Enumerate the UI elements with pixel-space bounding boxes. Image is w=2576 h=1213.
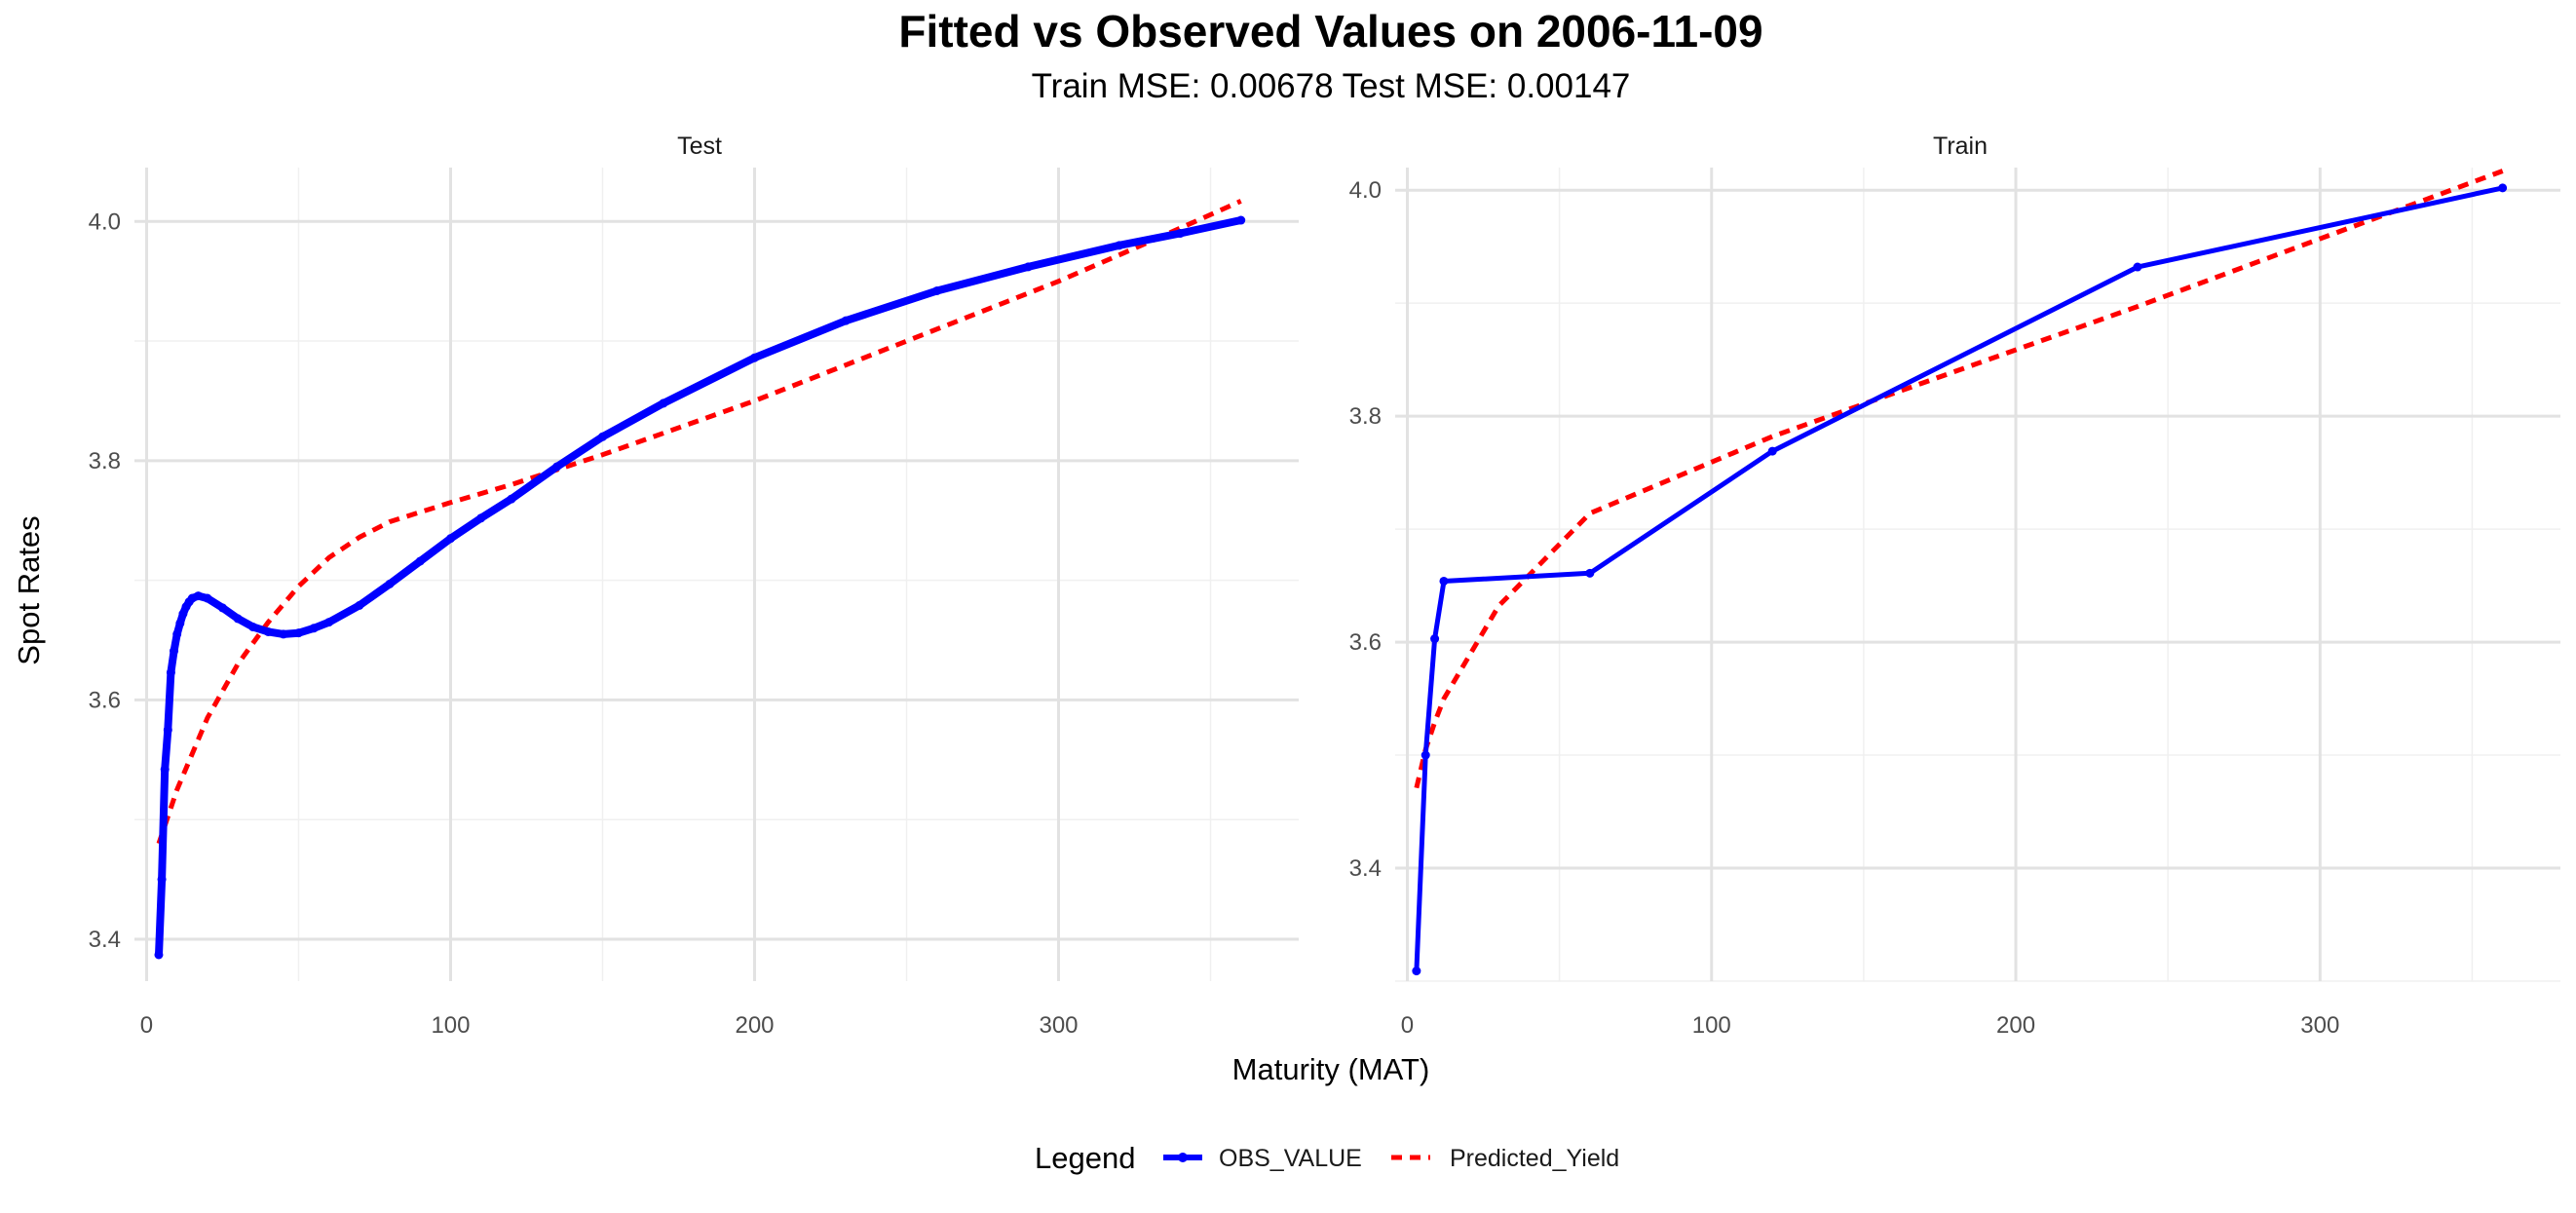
x-tick-label: 300 bbox=[2300, 1012, 2339, 1039]
x-tick-label: 200 bbox=[735, 1012, 774, 1039]
data-point-obs-value bbox=[1115, 241, 1124, 250]
legend-title: Legend bbox=[1035, 1141, 1135, 1175]
data-point-obs-value bbox=[309, 624, 319, 633]
data-point-obs-value bbox=[324, 618, 334, 627]
data-point-obs-value bbox=[160, 765, 170, 775]
data-point-obs-value bbox=[1430, 634, 1440, 644]
data-point-obs-value bbox=[1236, 215, 1246, 225]
legend-key-obs-value bbox=[1163, 1153, 1202, 1162]
data-point-obs-value bbox=[166, 667, 175, 677]
series-line-obs-value bbox=[1414, 185, 2506, 974]
y-tick-label: 3.8 bbox=[1349, 403, 1382, 430]
y-tick-label: 4.0 bbox=[1349, 177, 1382, 204]
x-tick-label: 0 bbox=[1401, 1012, 1414, 1039]
data-point-obs-value bbox=[385, 579, 395, 588]
chart-title: Fitted vs Observed Values on 2006-11-09 bbox=[898, 6, 1762, 57]
y-tick-label: 4.0 bbox=[89, 208, 121, 235]
panel-train: 0 100 200 300 3.4 3.6 3.8 4.0 Train bbox=[1349, 133, 2560, 1039]
data-point-obs-value bbox=[194, 591, 204, 601]
x-tick-label: 300 bbox=[1039, 1012, 1078, 1039]
data-point-obs-value bbox=[932, 285, 942, 295]
y-tick-label: 3.6 bbox=[1349, 629, 1382, 656]
legend: Legend OBS_VALUE Predicted_Yield bbox=[1035, 1141, 1619, 1175]
x-tick-label: 0 bbox=[140, 1012, 153, 1039]
data-point-obs-value bbox=[203, 593, 212, 603]
y-tick-label: 3.8 bbox=[89, 448, 121, 474]
series-line-predicted-yield bbox=[156, 199, 1242, 845]
data-point-obs-value bbox=[1585, 568, 1595, 578]
legend-label-obs-value: OBS_VALUE bbox=[1219, 1145, 1362, 1172]
x-tick-label: 200 bbox=[1996, 1012, 2035, 1039]
data-point-obs-value bbox=[476, 513, 486, 523]
data-point-obs-value bbox=[552, 462, 562, 472]
data-point-obs-value bbox=[1175, 229, 1185, 239]
data-point-obs-value bbox=[170, 646, 179, 656]
y-tick-label: 3.4 bbox=[1349, 855, 1382, 882]
data-point-obs-value bbox=[248, 623, 258, 632]
data-point-obs-value bbox=[841, 316, 851, 325]
data-point-obs-value bbox=[175, 619, 185, 628]
x-tick-label: 100 bbox=[431, 1012, 470, 1039]
panel-test: 0 100 200 300 3.4 3.6 3.8 4.0 Test bbox=[89, 133, 1299, 1039]
y-tick-label: 3.6 bbox=[89, 687, 121, 713]
data-point-obs-value bbox=[445, 534, 455, 544]
data-point-obs-value bbox=[1023, 262, 1033, 272]
data-point-obs-value bbox=[355, 600, 364, 610]
data-point-obs-value bbox=[263, 626, 273, 636]
data-point-obs-value bbox=[659, 398, 668, 408]
series-line-predicted-yield bbox=[1414, 169, 2504, 789]
data-point-obs-value bbox=[233, 614, 243, 624]
data-point-obs-value bbox=[172, 629, 182, 639]
data-point-obs-value bbox=[279, 629, 288, 639]
data-point-obs-value bbox=[1439, 576, 1449, 586]
data-point-obs-value bbox=[2133, 262, 2142, 272]
data-point-obs-value bbox=[157, 875, 167, 885]
data-point-obs-value bbox=[178, 609, 188, 619]
legend-label-predicted-yield: Predicted_Yield bbox=[1450, 1145, 1619, 1172]
series-line-obs-value bbox=[155, 216, 1245, 959]
data-point-obs-value bbox=[597, 432, 607, 441]
y-axis-title: Spot Rates bbox=[12, 515, 46, 664]
data-point-obs-value bbox=[507, 494, 516, 504]
data-point-obs-value bbox=[154, 950, 164, 960]
data-point-obs-value bbox=[415, 556, 425, 566]
data-point-obs-value bbox=[1412, 967, 1421, 976]
data-point-obs-value bbox=[163, 725, 172, 735]
strip-label-train: Train bbox=[1933, 133, 1988, 160]
strip-label-test: Test bbox=[677, 133, 722, 160]
data-point-obs-value bbox=[217, 603, 227, 613]
chart-subtitle: Train MSE: 0.00678 Test MSE: 0.00147 bbox=[1032, 67, 1631, 105]
data-point-obs-value bbox=[1421, 750, 1430, 760]
data-point-obs-value bbox=[2498, 183, 2508, 193]
y-tick-label: 3.4 bbox=[89, 927, 121, 953]
data-point-obs-value bbox=[293, 628, 303, 638]
data-point-obs-value bbox=[750, 353, 760, 362]
data-point-obs-value bbox=[1767, 446, 1777, 456]
x-tick-label: 100 bbox=[1692, 1012, 1731, 1039]
x-axis-title: Maturity (MAT) bbox=[1232, 1052, 1430, 1086]
